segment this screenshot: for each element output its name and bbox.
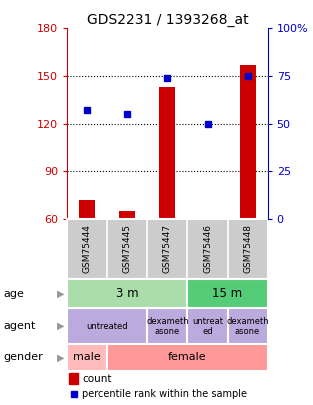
Text: male: male	[74, 352, 101, 362]
Title: GDS2231 / 1393268_at: GDS2231 / 1393268_at	[87, 13, 248, 27]
Text: dexameth
asone: dexameth asone	[226, 317, 269, 335]
Text: percentile rank within the sample: percentile rank within the sample	[82, 389, 247, 399]
Text: GSM75448: GSM75448	[243, 224, 252, 273]
Text: 3 m: 3 m	[116, 287, 139, 300]
Text: dexameth
asone: dexameth asone	[146, 317, 189, 335]
Text: ▶: ▶	[57, 288, 65, 298]
Text: female: female	[168, 352, 207, 362]
Text: untreated: untreated	[87, 322, 128, 330]
Text: age: age	[3, 288, 24, 298]
Text: GSM75445: GSM75445	[123, 224, 132, 273]
Bar	[67, 279, 187, 309]
Bar	[239, 65, 256, 219]
Text: untreat
ed: untreat ed	[192, 317, 223, 335]
Text: GSM75446: GSM75446	[203, 224, 212, 273]
Bar	[187, 309, 228, 344]
Bar	[187, 279, 268, 309]
Bar	[79, 200, 95, 219]
Text: ▶: ▶	[57, 352, 65, 362]
Bar	[69, 373, 78, 384]
Bar	[67, 309, 147, 344]
Bar	[147, 309, 187, 344]
Text: GSM75444: GSM75444	[83, 224, 92, 273]
Bar	[228, 309, 268, 344]
Bar	[119, 211, 136, 219]
Text: agent: agent	[3, 321, 35, 331]
Text: 15 m: 15 m	[213, 287, 243, 300]
Text: gender: gender	[3, 352, 43, 362]
Bar	[107, 344, 268, 371]
Text: count: count	[82, 374, 112, 384]
Text: GSM75447: GSM75447	[163, 224, 172, 273]
Bar	[159, 87, 176, 219]
Text: ▶: ▶	[57, 321, 65, 331]
Bar	[67, 344, 107, 371]
